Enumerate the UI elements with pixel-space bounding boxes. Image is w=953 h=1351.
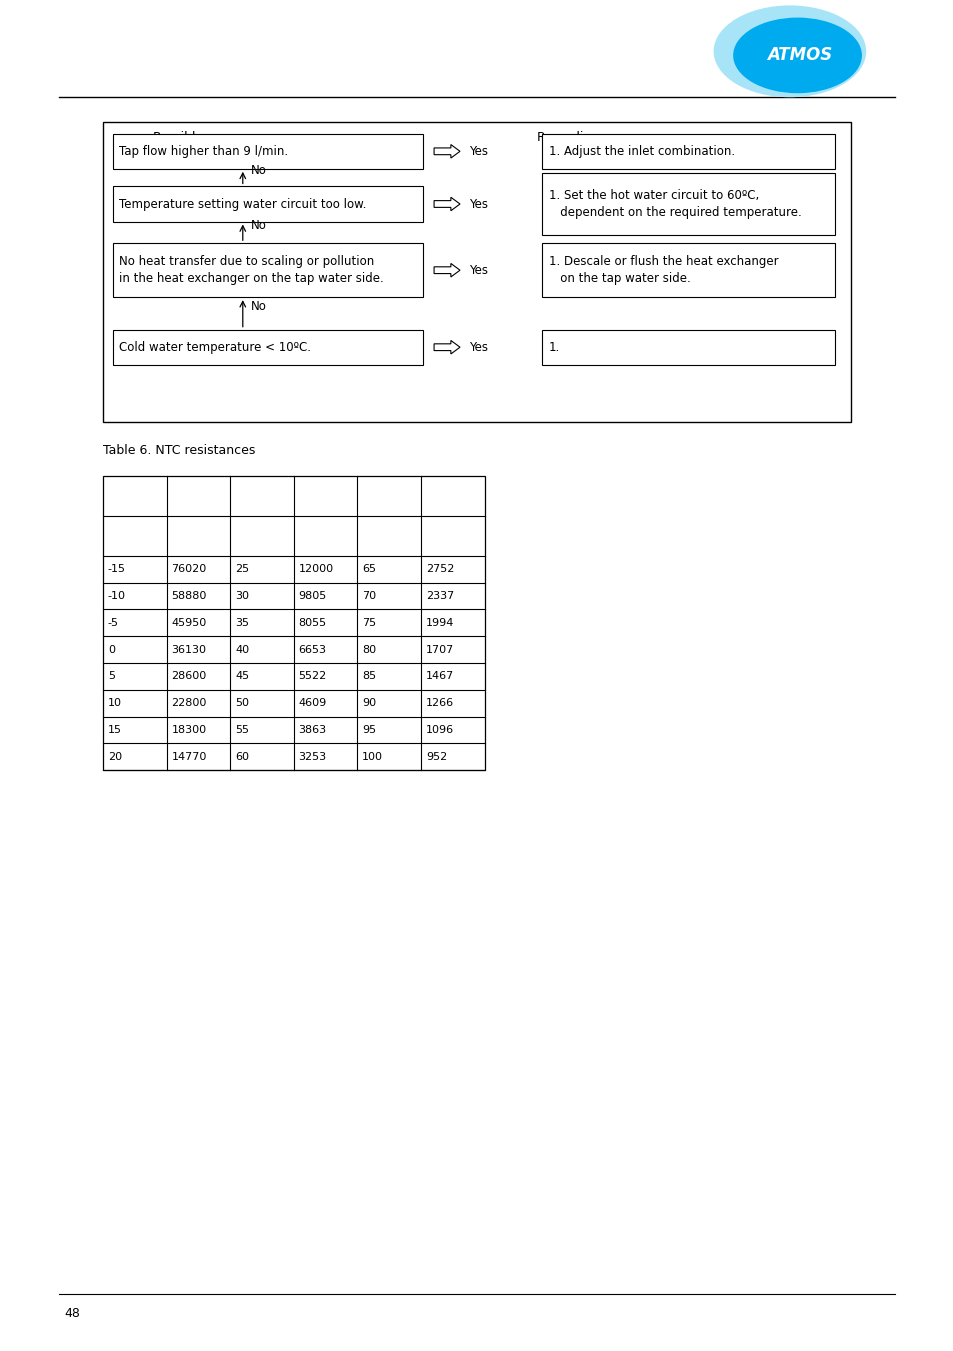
- Text: 14770: 14770: [172, 751, 207, 762]
- Text: 65: 65: [362, 565, 375, 574]
- Text: 6653: 6653: [298, 644, 326, 655]
- Text: -10: -10: [108, 590, 126, 601]
- Text: 85: 85: [362, 671, 375, 681]
- Text: ATMOS: ATMOS: [766, 46, 831, 65]
- Bar: [103, 476, 484, 770]
- Text: 1467: 1467: [425, 671, 454, 681]
- Text: 70: 70: [362, 590, 375, 601]
- Text: 3863: 3863: [298, 725, 326, 735]
- Bar: [541, 243, 834, 297]
- Text: 8055: 8055: [298, 617, 326, 628]
- Text: 30: 30: [234, 590, 249, 601]
- Text: 3253: 3253: [298, 751, 326, 762]
- Text: 20: 20: [108, 751, 122, 762]
- Text: No heat transfer due to scaling or pollution
in the heat exchanger on the tap wa: No heat transfer due to scaling or pollu…: [119, 255, 384, 285]
- Text: 45950: 45950: [172, 617, 207, 628]
- Text: Yes: Yes: [469, 197, 488, 211]
- Text: No: No: [250, 300, 266, 313]
- Text: -5: -5: [108, 617, 119, 628]
- Text: Possible causes: Possible causes: [152, 131, 250, 145]
- FancyArrow shape: [434, 145, 459, 158]
- FancyArrow shape: [434, 197, 459, 211]
- Text: 2752: 2752: [425, 565, 454, 574]
- Bar: [541, 173, 834, 235]
- Text: 18300: 18300: [172, 725, 206, 735]
- Text: 22800: 22800: [172, 698, 207, 708]
- Text: Temperature setting water circuit too low.: Temperature setting water circuit too lo…: [119, 197, 366, 211]
- Text: 75: 75: [362, 617, 375, 628]
- Text: No: No: [250, 219, 266, 232]
- Text: 95: 95: [362, 725, 375, 735]
- Text: 1994: 1994: [425, 617, 454, 628]
- Text: 55: 55: [234, 725, 249, 735]
- Text: -15: -15: [108, 565, 126, 574]
- Text: 45: 45: [234, 671, 249, 681]
- Text: 9805: 9805: [298, 590, 327, 601]
- Text: 2337: 2337: [425, 590, 454, 601]
- Text: 1096: 1096: [425, 725, 454, 735]
- Text: No: No: [250, 165, 266, 177]
- Text: 100: 100: [362, 751, 383, 762]
- Text: 1. Descale or flush the heat exchanger
   on the tap water side.: 1. Descale or flush the heat exchanger o…: [548, 255, 778, 285]
- Text: 1266: 1266: [425, 698, 454, 708]
- Text: 1. Set the hot water circuit to 60ºC,
   dependent on the required temperature.: 1. Set the hot water circuit to 60ºC, de…: [548, 189, 801, 219]
- Text: 1. Adjust the inlet combination.: 1. Adjust the inlet combination.: [548, 145, 734, 158]
- Ellipse shape: [732, 18, 861, 93]
- Text: 0: 0: [108, 644, 114, 655]
- Text: 25: 25: [234, 565, 249, 574]
- Bar: [541, 134, 834, 169]
- Text: 35: 35: [234, 617, 249, 628]
- Bar: [541, 330, 834, 365]
- Text: 1.: 1.: [548, 340, 559, 354]
- Text: 40: 40: [234, 644, 249, 655]
- Text: 1707: 1707: [425, 644, 454, 655]
- Text: 5: 5: [108, 671, 114, 681]
- Text: 15: 15: [108, 725, 122, 735]
- Text: 4609: 4609: [298, 698, 327, 708]
- Bar: [112, 330, 422, 365]
- Text: 90: 90: [362, 698, 375, 708]
- Text: Tap flow higher than 9 l/min.: Tap flow higher than 9 l/min.: [119, 145, 288, 158]
- Text: Yes: Yes: [469, 263, 488, 277]
- Text: 58880: 58880: [172, 590, 207, 601]
- Text: Yes: Yes: [469, 340, 488, 354]
- FancyArrow shape: [434, 340, 459, 354]
- Text: 60: 60: [234, 751, 249, 762]
- Text: 12000: 12000: [298, 565, 334, 574]
- Bar: [112, 243, 422, 297]
- Text: 5522: 5522: [298, 671, 327, 681]
- Text: Remedies: Remedies: [537, 131, 598, 145]
- Bar: [112, 186, 422, 222]
- Bar: [112, 134, 422, 169]
- Text: 36130: 36130: [172, 644, 206, 655]
- Text: Yes: Yes: [469, 145, 488, 158]
- Text: 76020: 76020: [172, 565, 207, 574]
- Text: 10: 10: [108, 698, 122, 708]
- Text: 80: 80: [362, 644, 375, 655]
- Text: 50: 50: [234, 698, 249, 708]
- FancyArrow shape: [434, 263, 459, 277]
- Text: 28600: 28600: [172, 671, 207, 681]
- Ellipse shape: [713, 5, 865, 97]
- Bar: [103, 122, 850, 422]
- Text: 48: 48: [65, 1306, 81, 1320]
- Text: Table 6. NTC resistances: Table 6. NTC resistances: [103, 443, 255, 457]
- Text: 952: 952: [425, 751, 447, 762]
- Text: Cold water temperature < 10ºC.: Cold water temperature < 10ºC.: [119, 340, 311, 354]
